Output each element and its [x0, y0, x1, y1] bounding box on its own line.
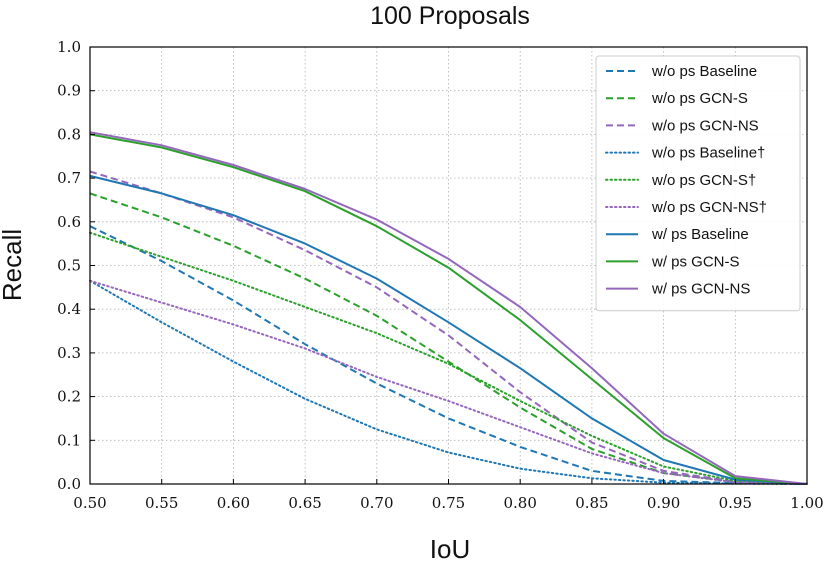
- series-line-6: [89, 174, 808, 485]
- legend-entry: w/o ps GCN-NS†: [651, 199, 767, 216]
- series-line-0: [89, 225, 808, 485]
- y-tick-label: 0.0: [57, 475, 81, 493]
- legend-entry: w/o ps GCN-S: [651, 90, 748, 107]
- y-tick-label: 1.0: [57, 38, 81, 56]
- legend: w/o ps Baseline w/o ps GCN-S w/o ps GCN-NS…: [595, 55, 801, 312]
- series-line-4: [89, 231, 808, 485]
- y-tick-label: 0.1: [57, 431, 81, 449]
- x-tick-label: 1.00: [790, 494, 823, 512]
- legend-entry: w/o ps GCN-NS: [651, 117, 759, 134]
- legend-entry: w/o ps Baseline†: [651, 145, 765, 162]
- x-tick-label: 0.55: [145, 494, 178, 512]
- legend-entry: w/ ps Baseline: [651, 226, 749, 243]
- y-tick-label: 0.4: [57, 300, 81, 318]
- series-line-8: [89, 131, 808, 485]
- x-tick-label: 0.65: [288, 494, 321, 512]
- x-tick-label: 0.50: [73, 494, 106, 512]
- y-tick-label: 0.3: [57, 344, 81, 362]
- plot-series: [89, 131, 808, 485]
- y-tick-label: 0.8: [57, 125, 81, 143]
- x-axis-label: IoU: [430, 534, 470, 564]
- legend-entry: w/o ps Baseline: [651, 63, 757, 80]
- y-tick-label: 0.5: [57, 257, 81, 275]
- y-tick-label: 0.2: [57, 388, 81, 406]
- x-tick-label: 0.60: [217, 494, 250, 512]
- axis-ticks: 0.50 0.55 0.60 0.65 0.70 0.75 0.80 0.85 0.90 0.95…: [57, 38, 824, 512]
- y-tick-label: 0.6: [57, 213, 81, 231]
- series-line-5: [89, 279, 808, 485]
- chart-title: 100 Proposals: [370, 2, 530, 30]
- x-tick-label: 0.80: [503, 494, 536, 512]
- x-tick-label: 0.75: [432, 494, 465, 512]
- legend-entry: w/ ps GCN-S: [651, 253, 740, 270]
- y-tick-label: 0.9: [57, 82, 81, 100]
- series-line-3: [89, 279, 808, 485]
- y-axis-label: Recall: [0, 229, 27, 301]
- x-tick-label: 0.85: [575, 494, 608, 512]
- legend-entry: w/ ps GCN-NS: [651, 281, 750, 298]
- legend-box: [595, 55, 801, 312]
- x-tick-label: 0.70: [360, 494, 393, 512]
- series-line-2: [89, 170, 808, 485]
- y-tick-label: 0.7: [57, 169, 81, 187]
- x-tick-label: 0.90: [647, 494, 680, 512]
- legend-entry: w/o ps GCN-S†: [651, 172, 756, 189]
- series-line-7: [89, 133, 808, 485]
- x-tick-label: 0.95: [719, 494, 752, 512]
